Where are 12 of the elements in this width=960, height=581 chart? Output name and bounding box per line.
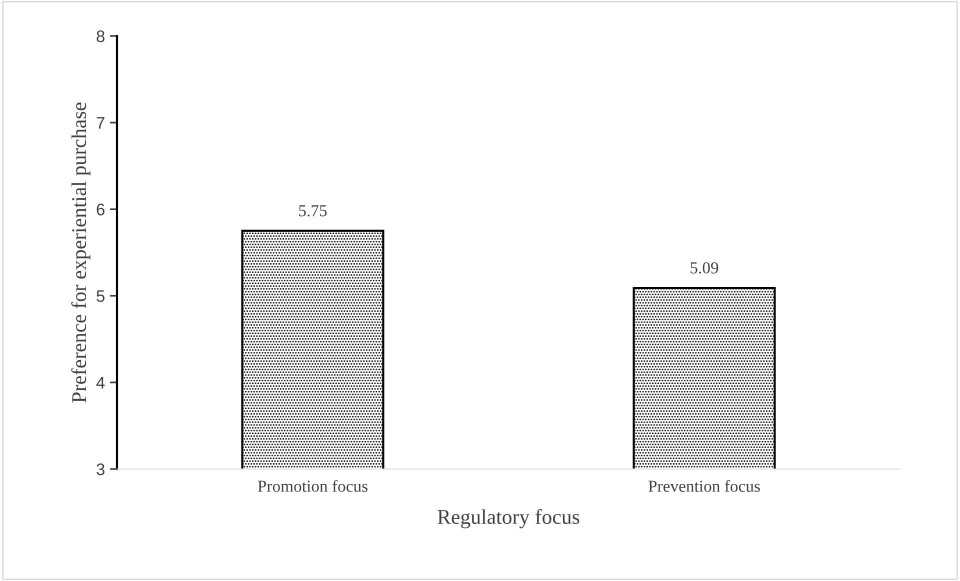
data-label: 5.75 xyxy=(299,205,327,216)
y-axis-title: Preference for experiential purchase xyxy=(71,102,90,403)
x-axis-title: Regulatory focus xyxy=(438,509,580,528)
y-tick-label: 8 xyxy=(96,30,104,42)
data-label: 5.09 xyxy=(690,262,718,274)
y-tick-label: 6 xyxy=(96,204,104,216)
y-tick-label: 5 xyxy=(96,290,104,302)
x-tick-label: Promotion focus xyxy=(258,480,368,492)
y-tick-label: 7 xyxy=(96,117,104,129)
x-tick-label: Prevention focus xyxy=(648,480,760,492)
y-tick-label: 4 xyxy=(96,376,105,388)
y-tick-label: 3 xyxy=(96,463,104,476)
